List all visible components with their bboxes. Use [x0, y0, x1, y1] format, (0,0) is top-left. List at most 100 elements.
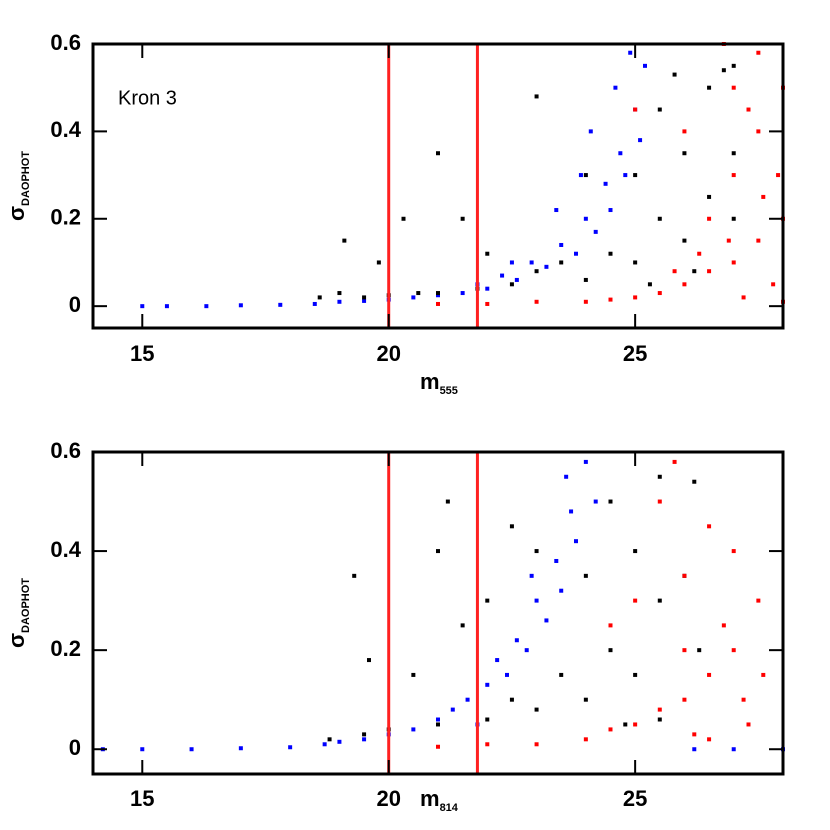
point [485, 682, 490, 687]
point [726, 238, 731, 243]
point [657, 291, 662, 296]
point [485, 598, 490, 603]
point [608, 297, 613, 302]
point [554, 208, 559, 213]
point [731, 747, 736, 752]
point [529, 573, 534, 578]
y-axis-label: σDAOPHOT [4, 151, 32, 221]
point [140, 747, 145, 752]
point [756, 50, 761, 55]
point [623, 173, 628, 178]
point [721, 68, 726, 73]
point [707, 216, 712, 221]
point [189, 747, 194, 752]
point [564, 474, 569, 479]
point [509, 260, 514, 265]
point [317, 295, 322, 300]
point [756, 238, 761, 243]
point [485, 301, 490, 306]
point [692, 732, 697, 737]
annotation: Kron 3 [118, 87, 177, 109]
point [362, 737, 367, 742]
point [657, 598, 662, 603]
point [534, 598, 539, 603]
point [485, 251, 490, 256]
y-tick-label: 0.2 [50, 205, 81, 230]
point [682, 151, 687, 156]
point [460, 623, 465, 628]
x-tick-label: 25 [623, 786, 647, 811]
point [756, 129, 761, 134]
y-tick-label: 0.2 [50, 636, 81, 661]
point [608, 208, 613, 213]
point [633, 672, 638, 677]
point [583, 173, 588, 178]
point [578, 173, 583, 178]
point [682, 238, 687, 243]
point [574, 251, 578, 256]
y-tick-label: 0.4 [50, 117, 81, 142]
point [436, 744, 440, 749]
point [613, 85, 618, 90]
point [741, 295, 746, 300]
x-label-main: m [420, 786, 440, 811]
point [411, 727, 416, 732]
point [164, 304, 169, 309]
x-label-sub: 814 [440, 802, 459, 814]
point [460, 291, 465, 296]
point [771, 282, 776, 287]
y-label-main: σ [4, 206, 29, 221]
point [761, 672, 766, 677]
point [411, 672, 416, 677]
point [514, 277, 519, 282]
point [756, 598, 761, 603]
x-tick-label: 20 [376, 341, 400, 366]
point [707, 85, 712, 90]
y-tick-label: 0 [69, 735, 81, 760]
point [608, 623, 613, 628]
point [628, 50, 633, 55]
x-label-sub: 555 [440, 385, 458, 397]
point [495, 658, 500, 663]
point [633, 173, 638, 178]
point [401, 216, 406, 221]
point [593, 499, 598, 504]
point [746, 722, 751, 727]
point [288, 745, 293, 750]
point [731, 173, 736, 178]
point [603, 181, 608, 186]
point [500, 273, 505, 278]
point [707, 269, 712, 274]
point [623, 722, 628, 727]
point [731, 648, 736, 653]
point [608, 499, 613, 504]
point [534, 94, 539, 99]
point [731, 260, 736, 265]
point [583, 277, 588, 282]
point [618, 151, 623, 156]
point [485, 742, 490, 747]
point [465, 697, 470, 702]
point [682, 573, 687, 578]
point [633, 260, 638, 265]
y-label-sub: DAOPHOT [20, 578, 32, 633]
point [633, 549, 638, 554]
point [337, 299, 342, 304]
point [583, 737, 588, 742]
point [692, 747, 697, 752]
x-tick-label: 25 [623, 341, 647, 366]
point [436, 722, 440, 727]
point [436, 717, 440, 722]
point [593, 229, 598, 234]
point [436, 151, 440, 156]
point [731, 151, 736, 156]
point [450, 707, 455, 712]
point [559, 242, 564, 247]
point [583, 299, 588, 304]
point [608, 727, 613, 732]
point [682, 129, 687, 134]
point [731, 63, 736, 68]
point [559, 672, 564, 677]
point [583, 573, 588, 578]
point [707, 737, 712, 742]
